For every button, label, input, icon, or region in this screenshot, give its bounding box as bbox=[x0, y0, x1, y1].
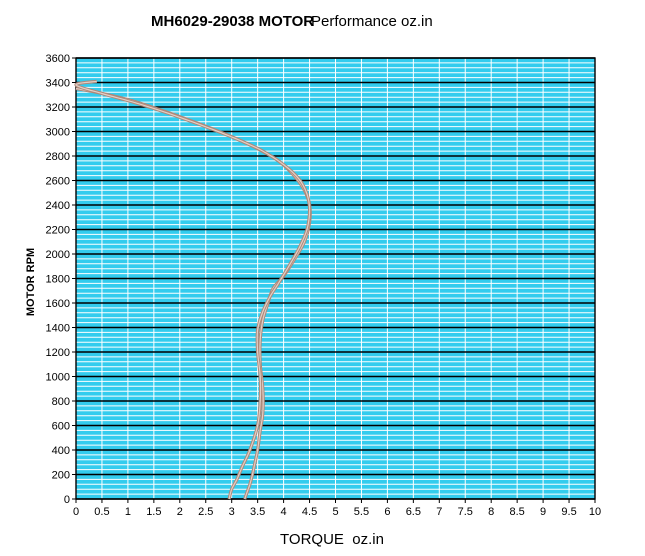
x-tick-label: 8.5 bbox=[510, 506, 525, 518]
y-tick-label: 2800 bbox=[46, 151, 70, 163]
x-tick-label: 3.5 bbox=[250, 506, 265, 518]
x-tick-label: 5.5 bbox=[354, 506, 369, 518]
x-tick-label: 3 bbox=[229, 506, 235, 518]
x-tick-label: 4 bbox=[281, 506, 287, 518]
y-tick-label: 1600 bbox=[46, 298, 70, 310]
x-tick-label: 6.5 bbox=[406, 506, 421, 518]
x-tick-label: 10 bbox=[589, 506, 601, 518]
y-tick-label: 3000 bbox=[46, 127, 70, 139]
x-tick-label: 2 bbox=[177, 506, 183, 518]
y-tick-label: 2400 bbox=[46, 200, 70, 212]
y-tick-label: 800 bbox=[52, 396, 70, 408]
x-tick-label: 5 bbox=[332, 506, 338, 518]
x-tick-label: 1.5 bbox=[146, 506, 161, 518]
curve-2 bbox=[75, 80, 311, 500]
x-tick-label: 8 bbox=[488, 506, 494, 518]
x-tick-label: 7.5 bbox=[458, 506, 473, 518]
x-tick-label: 2.5 bbox=[198, 506, 213, 518]
grid bbox=[75, 57, 596, 500]
y-tick-label: 1000 bbox=[46, 372, 70, 384]
y-tick-label: 3200 bbox=[46, 102, 70, 114]
x-tick-label: 7 bbox=[436, 506, 442, 518]
y-tick-label: 2200 bbox=[46, 225, 70, 237]
y-axis-ticks: 0 200 400 600 800 1000 1200 1400 1600 1800 2000 220… bbox=[46, 53, 76, 506]
chart-title: MH6029-29038 MOTOR bbox=[151, 13, 314, 30]
y-tick-label: 600 bbox=[52, 421, 70, 433]
y-tick-label: 2600 bbox=[46, 176, 70, 188]
x-tick-label: 9 bbox=[540, 506, 546, 518]
x-tick-label: 4.5 bbox=[302, 506, 317, 518]
y-tick-label: 1400 bbox=[46, 323, 70, 335]
y-tick-label: 1200 bbox=[46, 347, 70, 359]
y-tick-label: 3600 bbox=[46, 53, 70, 65]
x-axis-label: TORQUE oz.in bbox=[280, 531, 384, 548]
y-tick-label: 1800 bbox=[46, 274, 70, 286]
x-tick-label: 0 bbox=[73, 506, 79, 518]
x-tick-label: 9.5 bbox=[561, 506, 576, 518]
y-tick-label: 200 bbox=[52, 470, 70, 482]
torque-curves bbox=[74, 79, 312, 500]
y-axis-label: MOTOR RPM bbox=[25, 248, 37, 316]
y-tick-label: 0 bbox=[64, 494, 70, 506]
x-tick-label: 1 bbox=[125, 506, 131, 518]
chart-subtitle: Performance oz.in bbox=[311, 13, 433, 30]
y-tick-label: 2000 bbox=[46, 249, 70, 261]
x-axis-ticks: 0 0.5 1 1.5 2 2.5 3 3.5 4 4.5 5 5.5 6 6.5 7 7.5 8 8.5 9 9.5… bbox=[73, 499, 601, 518]
x-tick-label: 0.5 bbox=[94, 506, 109, 518]
y-tick-label: 3400 bbox=[46, 78, 70, 90]
y-tick-label: 400 bbox=[52, 445, 70, 457]
x-tick-label: 6 bbox=[384, 506, 390, 518]
